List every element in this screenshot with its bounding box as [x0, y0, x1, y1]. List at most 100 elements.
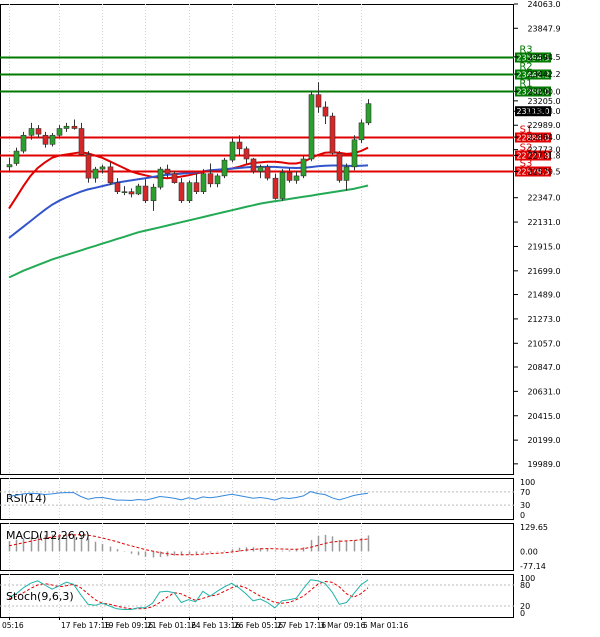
time-tick-label: 17 Feb 17:16 — [61, 621, 110, 630]
candle-body — [200, 173, 207, 193]
price-tick-label: 22347.0 — [527, 194, 560, 203]
panel-tick-label: 0.00 — [520, 547, 538, 556]
price-tick-label: 23205.0 — [527, 97, 560, 106]
candle-body — [171, 173, 178, 183]
moving-averages — [8, 146, 369, 279]
candle-body — [28, 128, 35, 136]
price-axis: 24063.0 23847.9 23594.5 23442.2 23290.023205… — [514, 0, 561, 469]
candle-body — [236, 141, 243, 150]
candle-body — [121, 191, 128, 194]
price-tick-label: 19989.0 — [527, 460, 560, 469]
candle-body — [286, 172, 293, 181]
level-price-box — [515, 166, 551, 177]
price-tick-label: 20415.0 — [527, 412, 560, 421]
candle-body — [272, 177, 279, 199]
candle-body — [99, 166, 106, 170]
level-price-label: 22579.5 — [516, 168, 549, 177]
candle-body — [135, 185, 142, 195]
price-tick-label: 23594.5 — [527, 53, 560, 62]
candle-body — [150, 186, 157, 202]
candle-body — [193, 182, 200, 193]
candle-body — [308, 94, 315, 160]
panel-tick-label: 30 — [520, 501, 530, 510]
candle-body — [63, 125, 70, 129]
grid — [0, 4, 514, 618]
level-name: R2 — [519, 62, 532, 73]
candle-body — [365, 103, 372, 124]
level-price-label: 22721.8 — [516, 152, 549, 161]
candle-body — [13, 150, 20, 164]
candle-body — [92, 168, 99, 179]
candle-body — [329, 115, 336, 154]
level-name: S1 — [520, 125, 533, 136]
macd-label: MACD(12,26,9) — [6, 529, 90, 542]
panel-frame — [0, 4, 514, 475]
level-price-box — [515, 69, 551, 80]
rsi-line — [8, 491, 369, 502]
candle-body — [107, 166, 114, 183]
time-tick-label: 26 Feb 05:16 — [234, 621, 283, 630]
candle-body — [78, 128, 85, 155]
price-tick-label: 22773.0 — [527, 146, 560, 155]
price-tick-label: 21057.0 — [527, 339, 560, 348]
price-tick-label: 21489.0 — [527, 291, 560, 300]
candle-body — [20, 134, 27, 152]
candle-body — [300, 158, 307, 177]
level-name: R1 — [519, 79, 532, 90]
candle-body — [164, 168, 171, 174]
candle-body — [343, 166, 350, 181]
candle-body — [351, 139, 358, 168]
panel-tick-label: -77.14 — [520, 562, 546, 571]
candle-body — [250, 158, 257, 172]
panel-tick-label: 70 — [520, 488, 530, 497]
panel-frame — [0, 523, 514, 571]
current-price-box — [515, 106, 551, 117]
price-tick-label: 21915.0 — [527, 242, 560, 251]
level-name: S3 — [520, 159, 533, 170]
candle-body — [315, 94, 322, 108]
price-tick-label: 23113.0 — [527, 107, 560, 116]
time-tick-label: 27 Feb 17:16 — [277, 621, 326, 630]
candle-body — [114, 182, 121, 193]
candle-body — [186, 182, 193, 202]
price-tick-label: 22579.5 — [527, 167, 560, 176]
candle-body — [358, 122, 365, 141]
level-price-label: 23594.5 — [516, 54, 549, 63]
moving-average-line — [8, 164, 369, 239]
panel-tick-label: 80 — [520, 581, 530, 590]
panel-tick-label: 20 — [520, 602, 530, 611]
stoch-d-line — [8, 580, 369, 610]
panel-frame — [0, 478, 514, 520]
candle-body — [128, 191, 135, 195]
panel-tick-label: 0 — [520, 511, 525, 520]
moving-average-line — [8, 184, 369, 279]
price-tick-label: 24063.0 — [527, 0, 560, 9]
level-name: S2 — [520, 143, 533, 154]
price-tick-label: 20631.0 — [527, 387, 560, 396]
candle-body — [35, 128, 42, 135]
stoch-label: Stoch(9,6,3) — [6, 590, 74, 603]
time-tick-label: 19 Feb 09:16 — [104, 621, 153, 630]
current-price-label: 23113.0 — [516, 107, 549, 116]
price-tick-label: 23442.2 — [527, 70, 560, 79]
price-tick-label: 22131.0 — [527, 218, 560, 227]
time-tick-label: 5 Mar 01:16 — [363, 621, 409, 630]
time-tick-label: 05:16 — [2, 621, 24, 630]
candle-body — [214, 175, 221, 185]
candles — [6, 82, 372, 211]
level-price-label: 23290.0 — [516, 88, 549, 97]
moving-average-line — [8, 146, 369, 210]
candle-body — [221, 159, 228, 177]
candle-body — [293, 175, 300, 181]
level-price-label: 22884.0 — [516, 134, 549, 143]
candle-body — [257, 166, 264, 172]
price-tick-label: 22884.0 — [527, 133, 560, 142]
candle-body — [322, 106, 329, 117]
time-tick-label: 3 Mar 09:16 — [320, 621, 366, 630]
candle-body — [229, 141, 236, 161]
candle-body — [142, 185, 149, 202]
